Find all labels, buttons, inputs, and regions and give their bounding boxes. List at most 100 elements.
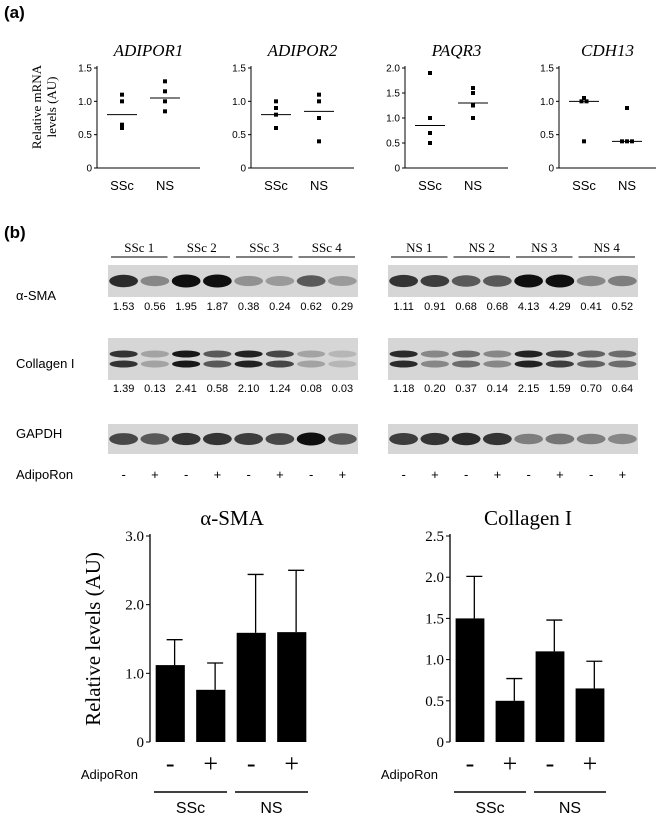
- bar-chart-title: Collagen I: [484, 506, 572, 530]
- x-tick-label: NS: [310, 178, 328, 193]
- data-point: [471, 103, 475, 108]
- blot-band: [109, 360, 138, 368]
- y-tick-label: 0.5: [540, 130, 554, 141]
- bar: [196, 689, 226, 742]
- treatment-sign: +: [431, 467, 439, 482]
- y-tick-label: 1.5: [386, 89, 400, 100]
- band-value: 0.14: [487, 383, 508, 395]
- blot-band: [608, 433, 637, 445]
- blot-band: [483, 275, 512, 287]
- y-tick-label: 1.5: [78, 64, 92, 75]
- blot-band: [451, 432, 481, 446]
- panel-a-ylabel-line2: levels (AU): [44, 76, 59, 137]
- scatter-paqr3: PAQR3 0 0.5 1.0 1.5 2.0 SSc NS: [386, 41, 508, 193]
- y-tick-label: 0.5: [78, 130, 92, 141]
- group-label: NS: [559, 800, 581, 817]
- band-value: 0.20: [424, 383, 445, 395]
- band-value: 0.68: [455, 301, 476, 313]
- lane-label: NS 4: [594, 240, 621, 255]
- treatment-label: AdipoRon: [16, 467, 73, 482]
- y-tick-label: 0.5: [386, 139, 400, 150]
- blot-band: [452, 350, 481, 358]
- x-tick-label: SSc: [418, 178, 442, 193]
- data-point: [120, 122, 124, 127]
- blot-band: [389, 274, 418, 288]
- data-point: [471, 86, 475, 90]
- panel-a-ylabel-line1: Relative mRNA: [29, 64, 44, 149]
- band-value: 0.68: [487, 301, 508, 313]
- blot-band: [109, 433, 138, 445]
- bar: [575, 688, 605, 742]
- y-tick-label: 2.5: [425, 529, 444, 545]
- blot-band: [420, 275, 450, 287]
- blot-band: [234, 433, 263, 445]
- band-value: 0.13: [144, 383, 165, 395]
- y-tick-label: 1.0: [78, 97, 92, 108]
- treatment-sign: -: [466, 749, 475, 778]
- data-point: [274, 106, 278, 110]
- blot-band: [265, 433, 295, 445]
- treatment-sign: +: [214, 467, 222, 482]
- blot-band: [420, 360, 449, 368]
- band-value: 0.37: [455, 383, 476, 395]
- bar: [236, 632, 266, 742]
- bar: [155, 665, 185, 742]
- bar-chart-title: α-SMA: [200, 506, 264, 530]
- data-point: [120, 92, 124, 97]
- blot-band: [296, 432, 326, 446]
- y-tick-label: 1.0: [540, 97, 554, 108]
- panel-a-label: (a): [4, 3, 25, 22]
- x-tick-label: SSc: [264, 178, 288, 193]
- blot-band: [203, 360, 232, 368]
- lane-label: SSc 2: [187, 240, 217, 255]
- treatment-sign: -: [526, 467, 530, 482]
- lane-label: NS 3: [531, 240, 557, 255]
- band-value: 1.18: [393, 383, 414, 395]
- y-tick-label: 1.5: [540, 64, 554, 75]
- blot-band: [203, 350, 232, 358]
- band-value: 0.52: [612, 301, 633, 313]
- treatment-label: AdipoRon: [381, 767, 438, 782]
- blot-band: [514, 350, 543, 358]
- blot-band: [577, 360, 606, 368]
- blot-band: [514, 433, 543, 445]
- blot-band: [234, 360, 263, 368]
- treatment-sign: -: [464, 467, 468, 482]
- blot-band: [171, 274, 201, 288]
- data-point: [428, 116, 432, 120]
- y-tick-label: 1.0: [125, 666, 144, 682]
- band-value: 1.95: [175, 301, 196, 313]
- y-tick-label: 1.0: [386, 114, 400, 125]
- row-label-collagen: Collagen I: [16, 356, 75, 371]
- blot-band: [140, 433, 170, 445]
- y-tick-label: 1.5: [425, 611, 444, 627]
- blot-band: [608, 360, 637, 368]
- blot-band: [265, 350, 294, 358]
- blot-band: [328, 360, 357, 368]
- treatment-sign: +: [556, 467, 564, 482]
- y-tick-label: 2.0: [425, 570, 444, 586]
- x-tick-label: NS: [464, 178, 482, 193]
- treatment-sign: -: [309, 467, 313, 482]
- blot-band: [514, 360, 543, 368]
- band-value: 0.29: [332, 301, 353, 313]
- treatment-sign: -: [246, 467, 250, 482]
- group-label: NS: [260, 800, 282, 817]
- band-value: 0.64: [612, 383, 633, 395]
- lane-label: NS 1: [406, 240, 432, 255]
- scatter-plots: ADIPOR1 0 0.5 1.0 1.5 SSc NS ADIPOR2 0 0.5 1.0 1.5 S…: [78, 41, 656, 193]
- data-point: [625, 106, 629, 110]
- blot-band: [328, 433, 357, 445]
- treatment-sign: -: [589, 467, 593, 482]
- data-point: [428, 131, 432, 135]
- bar: [455, 618, 485, 742]
- y-tick-label: 2.0: [386, 64, 400, 75]
- blot-band: [420, 350, 449, 358]
- panel-b-label: (b): [4, 223, 26, 242]
- blot-band: [171, 432, 201, 446]
- treatment-sign: -: [121, 467, 125, 482]
- treatment-sign: +: [503, 749, 518, 778]
- band-value: 0.03: [332, 383, 353, 395]
- blot-band: [545, 350, 574, 358]
